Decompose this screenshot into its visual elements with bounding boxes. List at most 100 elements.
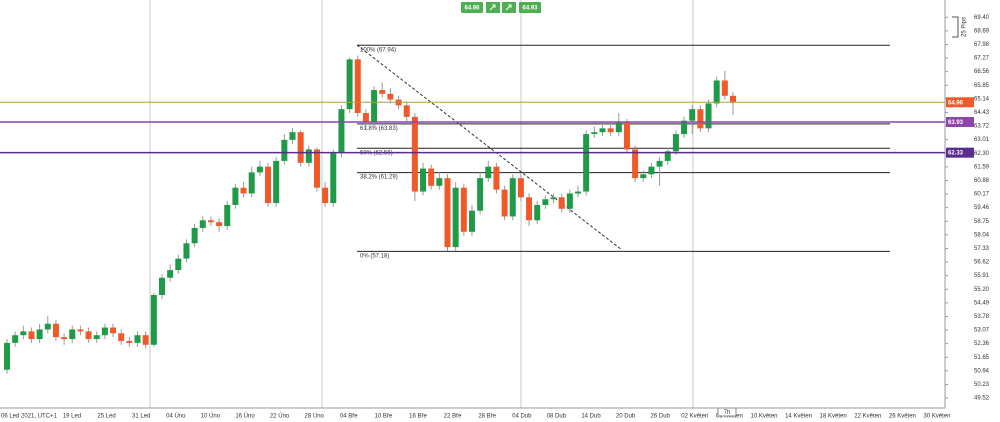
candle-body xyxy=(281,139,288,161)
candle-body xyxy=(526,197,533,221)
y-tick-label: 50.23 xyxy=(974,382,990,388)
y-tick-label: 60.17 xyxy=(974,192,990,198)
trend-line xyxy=(356,44,623,251)
candle-body xyxy=(118,333,125,341)
x-tick-label: 10 Květen xyxy=(750,414,777,420)
x-tick-label: 04 Úno xyxy=(166,413,186,420)
fib-label: 0% (57.18) xyxy=(360,253,389,259)
y-tick-label: 68.69 xyxy=(974,28,990,34)
candle-body xyxy=(428,168,435,186)
candle-body xyxy=(623,122,630,150)
x-tick-label: 04 Bře xyxy=(340,414,358,420)
time-marker-box xyxy=(717,407,737,417)
time-marker: 7h xyxy=(717,407,737,417)
arrow-icon xyxy=(505,4,512,11)
quote-value: 64.96 xyxy=(464,6,480,12)
candle-body xyxy=(403,105,410,117)
candle-body xyxy=(126,340,133,343)
y-tick-label: 60.88 xyxy=(974,178,990,184)
candle-body xyxy=(289,132,296,140)
price-tag-label: 62.33 xyxy=(948,151,964,157)
candle-body xyxy=(534,204,541,221)
candle-body xyxy=(175,258,182,271)
range-label: 25 Pips xyxy=(962,17,968,37)
candle-body xyxy=(615,122,622,133)
x-tick-label: 25 Led xyxy=(97,414,115,420)
candle-body xyxy=(452,187,459,248)
candle-body xyxy=(61,337,68,340)
candle-body xyxy=(273,160,280,204)
candle-body xyxy=(12,335,19,343)
candle-body xyxy=(362,113,369,123)
x-tick-label: 18 Květen xyxy=(820,414,847,420)
candle-body xyxy=(713,80,720,104)
x-tick-label: 02 Květen xyxy=(681,414,708,420)
price-tag xyxy=(946,147,974,158)
candle-body xyxy=(93,335,100,340)
y-tick-label: 55.20 xyxy=(974,287,990,293)
x-tick-label: 22 Květen xyxy=(854,414,881,420)
candle-body xyxy=(191,227,198,244)
candle-body xyxy=(517,178,524,198)
candle-body xyxy=(338,109,345,154)
candle-body xyxy=(664,151,671,161)
y-tick-label: 51.65 xyxy=(974,355,990,361)
x-tick-label: 10 Úno xyxy=(201,413,221,420)
candle-body xyxy=(85,331,92,340)
candle-body xyxy=(558,197,565,209)
candle-body xyxy=(305,149,312,163)
quote-button[interactable] xyxy=(519,2,541,13)
y-tick-label: 50.94 xyxy=(974,368,990,374)
candle-body xyxy=(420,168,427,192)
x-tick-label: 26 Květen xyxy=(889,414,916,420)
candle-body xyxy=(689,109,696,121)
candle-body xyxy=(256,166,263,173)
candle-body xyxy=(330,153,337,204)
x-tick-label: 22 Úno xyxy=(270,413,290,420)
y-tick-label: 61.59 xyxy=(974,164,990,170)
candle-body xyxy=(575,191,582,194)
x-tick-label: 06 Květen xyxy=(716,414,743,420)
y-tick-label: 67.98 xyxy=(974,42,990,48)
candle-body xyxy=(110,327,117,334)
candle-body xyxy=(599,128,606,133)
candle-body xyxy=(216,222,223,227)
candle-body xyxy=(632,149,639,179)
price-tag xyxy=(946,117,974,128)
candle-body xyxy=(69,329,76,340)
candle-body xyxy=(477,178,484,211)
candle-body xyxy=(730,95,736,103)
candle-body xyxy=(607,128,614,133)
candle-body xyxy=(411,116,418,192)
y-tick-label: 56.62 xyxy=(974,260,990,266)
candle-body xyxy=(265,166,272,204)
candle-body xyxy=(232,187,239,205)
x-tick-label: 10 Bře xyxy=(375,414,393,420)
candle-body xyxy=(379,90,386,94)
candle-body xyxy=(656,160,663,167)
candle-body xyxy=(501,189,508,217)
arrow-icon xyxy=(489,4,496,11)
x-tick-label: 14 Dub xyxy=(581,414,601,420)
y-tick-label: 69.40 xyxy=(974,15,990,21)
candle-body xyxy=(542,199,549,205)
candle-body xyxy=(721,80,728,96)
candle-body xyxy=(591,132,598,135)
x-tick-label: 16 Úno xyxy=(235,413,255,420)
candle-body xyxy=(436,178,443,186)
candle-body xyxy=(248,172,255,194)
candle-body xyxy=(705,103,712,129)
candle-body xyxy=(444,178,451,248)
price-tag-label: 63.93 xyxy=(948,120,964,126)
quote-button[interactable] xyxy=(461,2,483,13)
candle-body xyxy=(77,329,84,332)
x-tick-label: 16 Bře xyxy=(409,414,427,420)
x-tick-label: 26 Dub xyxy=(651,414,671,420)
y-tick-label: 64.43 xyxy=(974,110,990,116)
x-tick-label: 19 Led xyxy=(63,414,81,420)
x-tick-label: 31 Led xyxy=(132,414,150,420)
y-tick-label: 65.85 xyxy=(974,83,990,89)
candle-body xyxy=(468,210,475,232)
